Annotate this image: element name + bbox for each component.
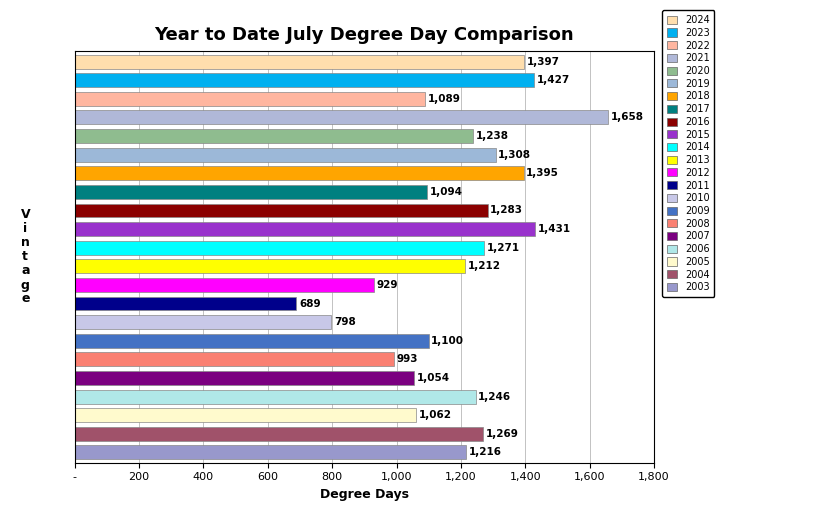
Text: 1,271: 1,271 (485, 243, 519, 253)
Bar (74, 260, 464, 273)
Bar (74, 353, 394, 366)
Bar (74, 111, 608, 124)
Text: 1,283: 1,283 (490, 206, 523, 215)
Text: 689: 689 (299, 299, 320, 308)
Text: 798: 798 (333, 317, 356, 327)
Text: 1,431: 1,431 (538, 224, 571, 234)
Text: 1,308: 1,308 (498, 150, 531, 160)
Text: 1,089: 1,089 (428, 94, 460, 104)
Text: 1,238: 1,238 (476, 131, 508, 141)
Title: Year to Date July Degree Day Comparison: Year to Date July Degree Day Comparison (155, 26, 573, 44)
Text: 1,658: 1,658 (610, 113, 643, 122)
Text: 1,100: 1,100 (431, 336, 464, 346)
Text: 1,054: 1,054 (416, 373, 449, 383)
Bar (74, 446, 466, 460)
Bar (74, 54, 523, 68)
Bar (74, 315, 331, 329)
Legend: 2024, 2023, 2022, 2021, 2020, 2019, 2018, 2017, 2016, 2015, 2014, 2013, 2012, 20: 2024, 2023, 2022, 2021, 2020, 2019, 2018… (662, 10, 714, 297)
Bar (74, 408, 416, 422)
Bar (74, 334, 428, 347)
Text: 1,212: 1,212 (466, 261, 500, 271)
Bar (74, 129, 472, 143)
Bar (74, 278, 373, 292)
Text: 1,397: 1,397 (526, 57, 559, 67)
Bar (74, 241, 483, 254)
Bar (74, 74, 533, 87)
Bar (74, 185, 426, 199)
Bar (74, 204, 487, 217)
Bar (74, 92, 425, 106)
Bar (74, 167, 523, 180)
Text: 1,395: 1,395 (526, 168, 558, 178)
Text: 1,062: 1,062 (418, 410, 452, 420)
Bar (74, 297, 296, 310)
Text: 993: 993 (396, 354, 418, 364)
Text: 1,427: 1,427 (536, 75, 569, 85)
Text: 1,094: 1,094 (429, 187, 461, 197)
Text: 1,246: 1,246 (478, 392, 511, 401)
Bar (74, 390, 476, 403)
X-axis label: Degree Days: Degree Days (319, 488, 409, 501)
Text: 929: 929 (375, 280, 397, 290)
Bar (74, 427, 483, 440)
Text: 1,216: 1,216 (468, 447, 501, 457)
Bar (74, 222, 534, 236)
Bar (74, 148, 495, 161)
Text: 1,269: 1,269 (485, 429, 518, 439)
Bar (74, 371, 414, 385)
Text: V
i
n
t
a
g
e: V i n t a g e (21, 209, 30, 305)
